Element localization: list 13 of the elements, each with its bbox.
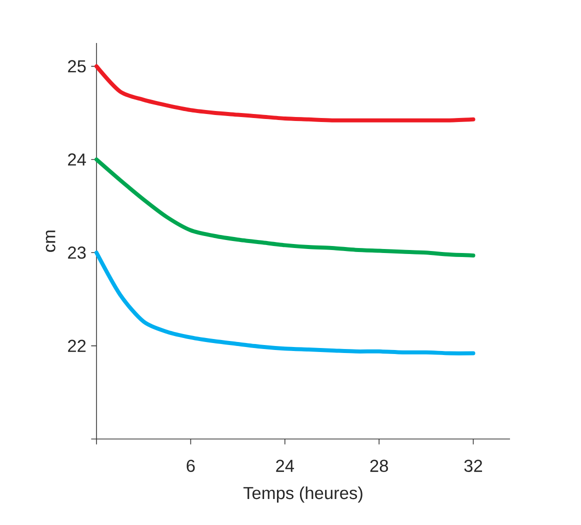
x-tick-label: 24: [276, 460, 294, 472]
line-series: [94, 157, 476, 258]
line-series: [94, 250, 476, 356]
line-series: [94, 64, 476, 122]
y-tick-label: 24: [68, 153, 86, 166]
y-tick-label: 22: [68, 340, 86, 352]
x-tick-label: 28: [370, 460, 388, 472]
y-tick-label: 23: [68, 246, 86, 259]
x-axis-title: Temps (heures): [243, 486, 362, 503]
x-tick-label: 6: [186, 460, 195, 472]
y-tick-label: 25: [68, 60, 86, 72]
x-tick-label: 32: [464, 460, 482, 472]
y-axis-title: cm: [46, 230, 56, 252]
